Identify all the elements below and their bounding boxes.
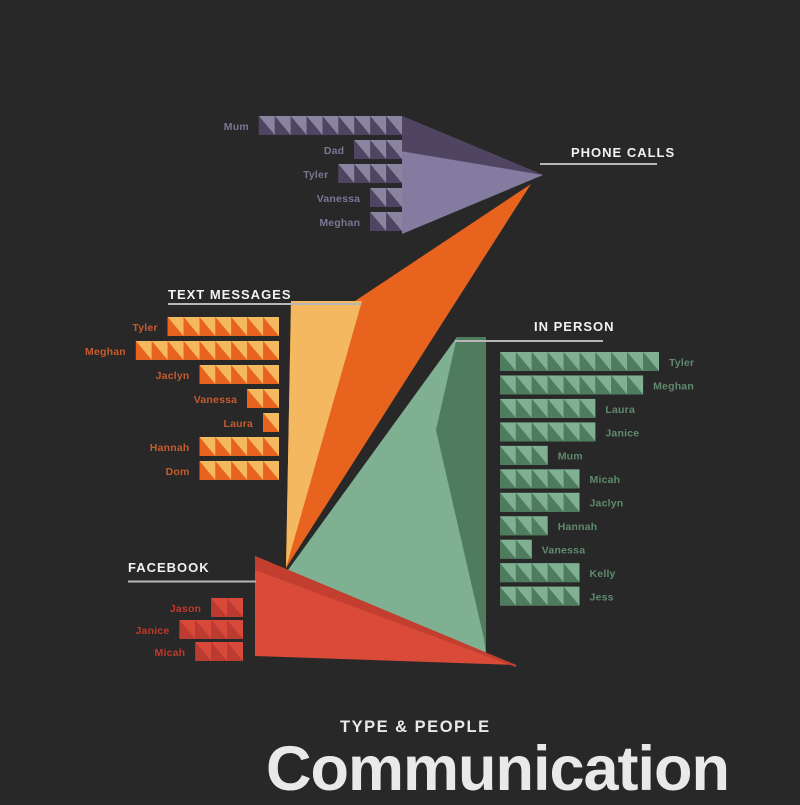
svg-text:PHONE CALLS: PHONE CALLS — [571, 145, 675, 160]
svg-text:Meghan: Meghan — [85, 346, 126, 358]
svg-text:Laura: Laura — [224, 418, 254, 430]
svg-text:Jaclyn: Jaclyn — [156, 370, 190, 382]
svg-text:Vanessa: Vanessa — [194, 394, 237, 406]
svg-text:Micah: Micah — [590, 474, 621, 486]
svg-text:Hannah: Hannah — [150, 442, 190, 454]
svg-text:Micah: Micah — [155, 647, 186, 659]
svg-text:Mum: Mum — [558, 451, 583, 463]
svg-text:Jess: Jess — [590, 591, 614, 603]
svg-text:Tyler: Tyler — [132, 322, 157, 334]
svg-text:Tyler: Tyler — [303, 169, 328, 181]
svg-text:FACEBOOK: FACEBOOK — [128, 560, 210, 575]
svg-text:IN PERSON: IN PERSON — [534, 319, 615, 334]
svg-text:Mum: Mum — [224, 121, 249, 133]
svg-text:Laura: Laura — [605, 404, 635, 416]
svg-text:TEXT MESSAGES: TEXT MESSAGES — [168, 287, 292, 302]
svg-text:Vanessa: Vanessa — [317, 193, 360, 205]
svg-text:Jaclyn: Jaclyn — [590, 498, 624, 510]
svg-text:Hannah: Hannah — [558, 521, 598, 533]
svg-text:Meghan: Meghan — [653, 380, 694, 392]
svg-text:Janice: Janice — [605, 427, 639, 439]
svg-text:Dad: Dad — [324, 145, 344, 157]
svg-text:Meghan: Meghan — [319, 217, 360, 229]
svg-text:Jason: Jason — [170, 603, 201, 615]
svg-text:Vanessa: Vanessa — [542, 545, 585, 557]
svg-text:Dom: Dom — [166, 466, 190, 478]
svg-text:Tyler: Tyler — [669, 357, 694, 369]
svg-text:Janice: Janice — [136, 625, 170, 637]
svg-text:Kelly: Kelly — [590, 568, 616, 580]
